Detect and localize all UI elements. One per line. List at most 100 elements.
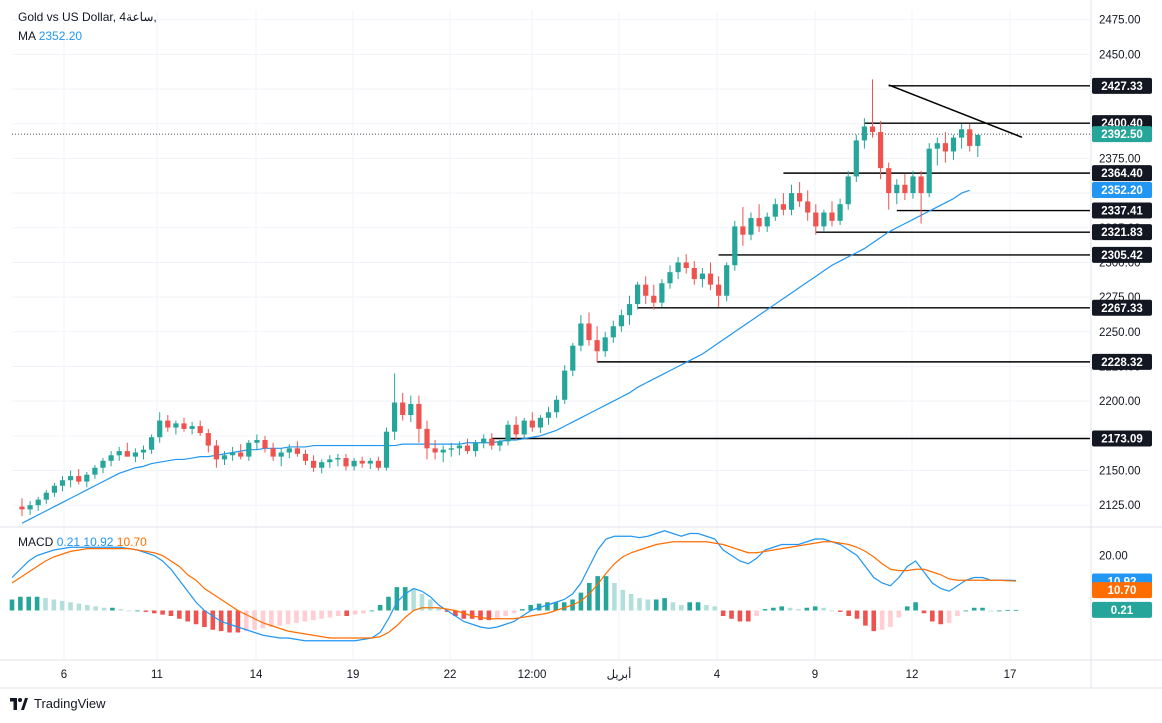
macd-histogram-bar xyxy=(110,607,115,611)
candle-body xyxy=(537,417,543,428)
time-axis-tick: 11 xyxy=(151,669,163,681)
candle-body xyxy=(635,284,641,305)
candle-body xyxy=(497,441,503,446)
macd-histogram-bar xyxy=(846,610,851,616)
macd-histogram-bar xyxy=(695,602,701,611)
timeframe: 4 xyxy=(119,10,127,24)
candle-body xyxy=(643,284,649,296)
candle-body xyxy=(481,438,487,443)
macd-histogram-bar xyxy=(829,610,835,612)
candle-body xyxy=(562,370,568,400)
macd-histogram-bar xyxy=(838,610,843,612)
candle-body xyxy=(910,176,916,194)
candle-body xyxy=(861,126,867,141)
macd-histogram-bar xyxy=(478,610,483,621)
level-lines xyxy=(491,85,1090,440)
level-price-label-text: 2364.40 xyxy=(1101,168,1143,180)
macd-histogram-bar xyxy=(76,603,82,611)
candle-body xyxy=(157,420,163,438)
candle-body xyxy=(116,451,122,456)
macd-histogram-bar xyxy=(1005,609,1010,611)
candle-body xyxy=(311,460,317,468)
candle-body xyxy=(416,403,422,429)
macd-histogram-bar xyxy=(18,596,23,611)
candle-body xyxy=(327,459,333,463)
macd-histogram-bar xyxy=(310,610,316,621)
candle-body xyxy=(464,445,471,452)
candle-body xyxy=(189,426,195,429)
candle-body xyxy=(165,420,171,428)
macd-line xyxy=(11,530,1017,642)
hist-value-label: 0.21 xyxy=(1092,601,1152,618)
macd-histogram-bar xyxy=(804,607,810,611)
time-axis-tick: أبريل xyxy=(607,666,632,681)
candle-body xyxy=(302,453,309,461)
candle-body xyxy=(59,480,66,486)
macd-histogram-bar xyxy=(402,587,408,611)
ma-price-label-text: 2352.20 xyxy=(1101,185,1143,197)
candle-body xyxy=(76,476,82,482)
macd-histogram-bar xyxy=(51,599,57,611)
macd-histogram-bar xyxy=(419,594,425,611)
macd-histogram-bar xyxy=(645,599,651,611)
candle-body xyxy=(691,268,697,280)
macd-histogram-bar xyxy=(679,605,684,611)
candle-body xyxy=(27,505,33,510)
macd-histogram-bar xyxy=(436,607,441,611)
candle-body xyxy=(408,403,414,416)
macd-hist-value: 0.21 xyxy=(56,535,81,549)
candle-body xyxy=(521,420,527,435)
macd-histogram-bar xyxy=(302,610,308,622)
ma-legend: MA 2352.20 xyxy=(18,29,82,43)
macd-histogram-bar xyxy=(210,610,216,630)
macd-histogram-bar xyxy=(1013,609,1019,611)
candle-body xyxy=(780,204,786,210)
candle-body xyxy=(926,148,932,194)
candle-body xyxy=(400,402,406,416)
candle-body xyxy=(934,143,940,149)
candle-body xyxy=(140,449,147,453)
macd-histogram-bar xyxy=(486,610,492,621)
candle-body xyxy=(967,129,973,146)
current-price-label-bg xyxy=(1092,126,1152,143)
candle-body xyxy=(869,126,876,133)
macd-histogram-bar xyxy=(126,610,132,612)
tradingview-footer[interactable]: TradingView xyxy=(10,696,106,711)
macd-histogram-bar xyxy=(43,598,48,611)
candle-body xyxy=(707,273,714,285)
macd-histogram-bar xyxy=(955,610,960,616)
macd-histogram-bar xyxy=(319,610,324,619)
candle-body xyxy=(294,448,300,454)
candle-body xyxy=(84,474,90,482)
legend-separator: , xyxy=(112,10,120,24)
macd-signal-value: 10.70 xyxy=(116,535,147,549)
candle-body xyxy=(886,168,892,194)
candle-body xyxy=(246,442,252,457)
macd-histogram-bar xyxy=(177,610,182,619)
macd-histogram-bar xyxy=(854,610,860,619)
level-price-label: 2364.40 xyxy=(1092,165,1152,182)
macd-label: MACD xyxy=(18,535,54,549)
candle-body xyxy=(902,184,908,194)
level-price-label-bg xyxy=(1092,353,1152,370)
candles xyxy=(19,79,981,517)
level-price-label-text: 2337.41 xyxy=(1101,206,1143,218)
candle-body xyxy=(68,476,74,481)
macd-histogram-bar xyxy=(762,609,768,611)
macd-histogram-bar xyxy=(26,596,32,611)
candle-body xyxy=(197,426,203,434)
candle-body xyxy=(262,440,268,449)
gridlines xyxy=(12,10,1090,660)
macd-histogram-bar xyxy=(528,605,534,611)
time-axis-tick: 12:00 xyxy=(518,669,547,681)
macd-histogram-bar xyxy=(796,609,801,611)
time-axis-tick: 12 xyxy=(906,669,919,681)
candle-body xyxy=(756,218,762,227)
level-price-label: 2427.33 xyxy=(1092,77,1152,94)
price-axis-tick: 2150.00 xyxy=(1099,466,1141,478)
candle-body xyxy=(699,273,705,280)
macd-histogram-bar xyxy=(135,610,140,612)
candle-body xyxy=(942,143,948,152)
macd-histogram-bar xyxy=(168,610,174,616)
